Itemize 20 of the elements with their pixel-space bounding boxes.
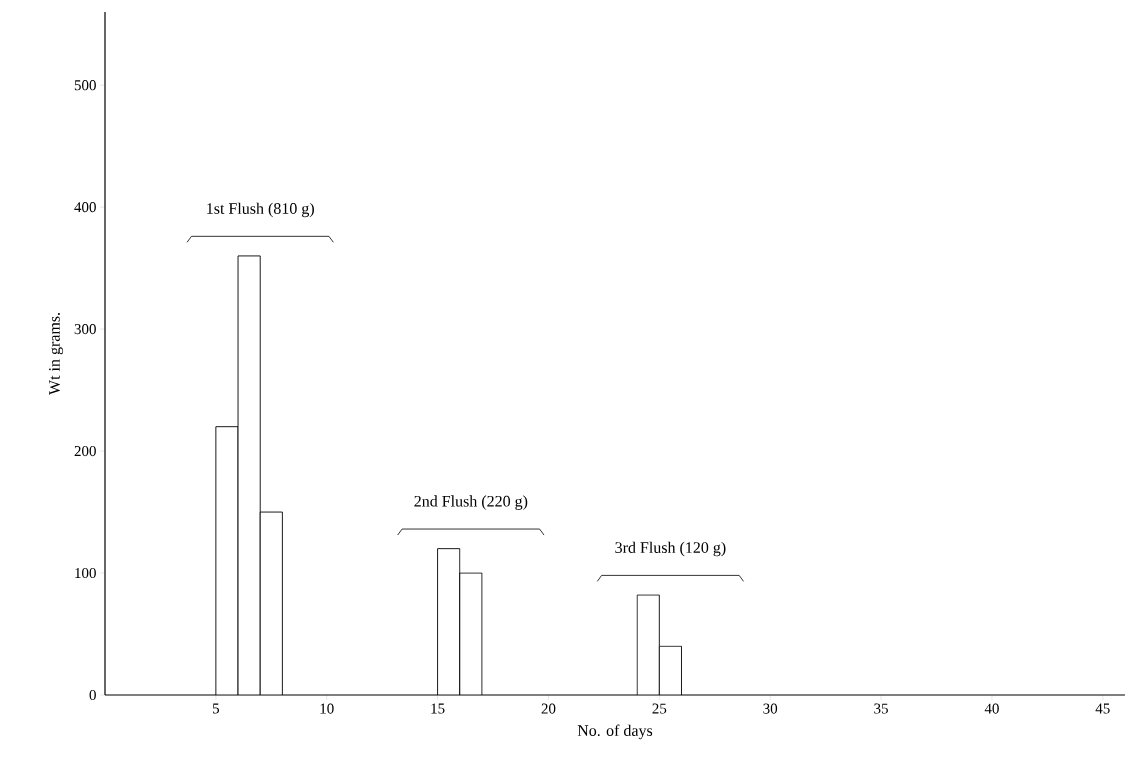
- x-tick-label: 10: [320, 703, 334, 714]
- x-tick-label: 20: [541, 703, 556, 714]
- y-tick-label: 400: [74, 202, 96, 213]
- x-axis-title: No. of days: [577, 724, 653, 740]
- y-tick-label: 500: [74, 80, 96, 91]
- y-tick-label: 0: [89, 689, 96, 701]
- y-tick-label: 200: [74, 446, 96, 457]
- x-tick-label: 25: [652, 703, 667, 714]
- x-tick-label: 30: [763, 703, 778, 714]
- annotation: 1st Flush (810 g): [207, 202, 314, 218]
- annotation: 2nd Flush (220 g): [414, 495, 528, 510]
- x-tick-label: 35: [874, 703, 888, 714]
- y-axis-title: Wt in grams.: [49, 312, 64, 396]
- x-tick-label: 40: [984, 703, 999, 714]
- x-tick-label: 45: [1095, 703, 1110, 714]
- y-tick-label: 300: [74, 324, 96, 335]
- annotation: 3rd Flush (120 g): [615, 541, 726, 557]
- x-tick-label: 5: [212, 703, 220, 714]
- y-tick-label: 100: [75, 567, 96, 579]
- x-tick-label: 15: [431, 703, 445, 714]
